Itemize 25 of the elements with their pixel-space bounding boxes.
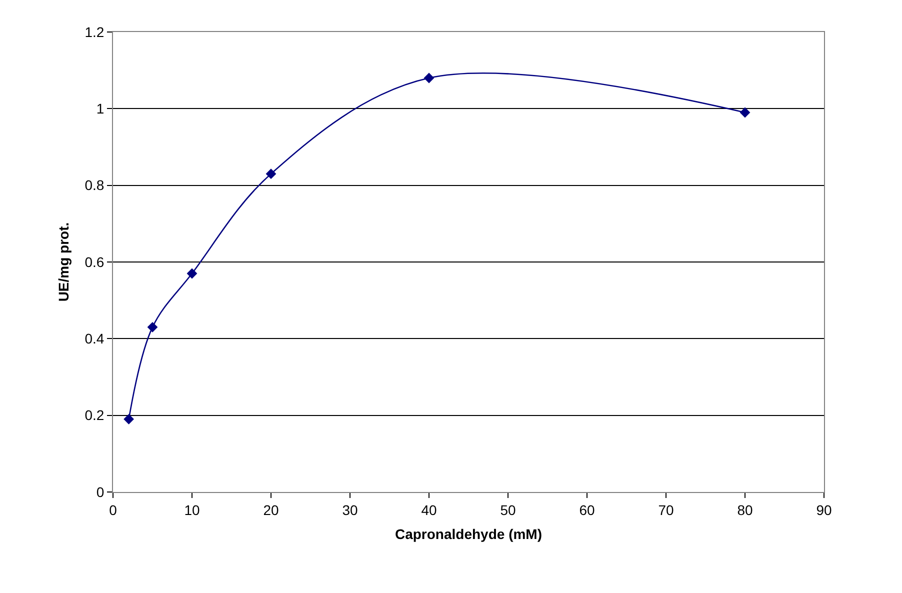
y-tick-label: 0 — [96, 484, 104, 500]
y-tick-label: 0.6 — [84, 254, 104, 270]
y-tick-label: 0.8 — [84, 177, 104, 194]
point — [124, 414, 134, 424]
y-tick-label: 1 — [96, 100, 104, 117]
x-tick-label: 80 — [737, 502, 753, 518]
x-tick-label: 10 — [184, 502, 200, 518]
point — [740, 107, 750, 118]
point — [266, 168, 276, 180]
point — [147, 322, 158, 332]
x-tick-label: 40 — [421, 502, 437, 518]
point — [424, 72, 434, 84]
y-tick-label: 0.2 — [84, 407, 104, 424]
x-tick-label: 0 — [109, 502, 118, 518]
y-tick-label: 1.2 — [84, 24, 104, 40]
x-tick-label: 20 — [263, 502, 279, 518]
x-tick-label: 50 — [500, 502, 516, 518]
point — [186, 268, 198, 279]
y-tick-label: 0.4 — [84, 330, 104, 347]
x-tick-label: 70 — [658, 502, 674, 518]
x-tick-label: 60 — [579, 502, 595, 518]
x-axis-title: Capronaldehyde (mM) — [394, 526, 542, 542]
x-tick-label: 30 — [342, 502, 358, 518]
x-tick-label: 90 — [816, 502, 832, 518]
y-axis-title: UE/mg prot. — [55, 222, 72, 302]
